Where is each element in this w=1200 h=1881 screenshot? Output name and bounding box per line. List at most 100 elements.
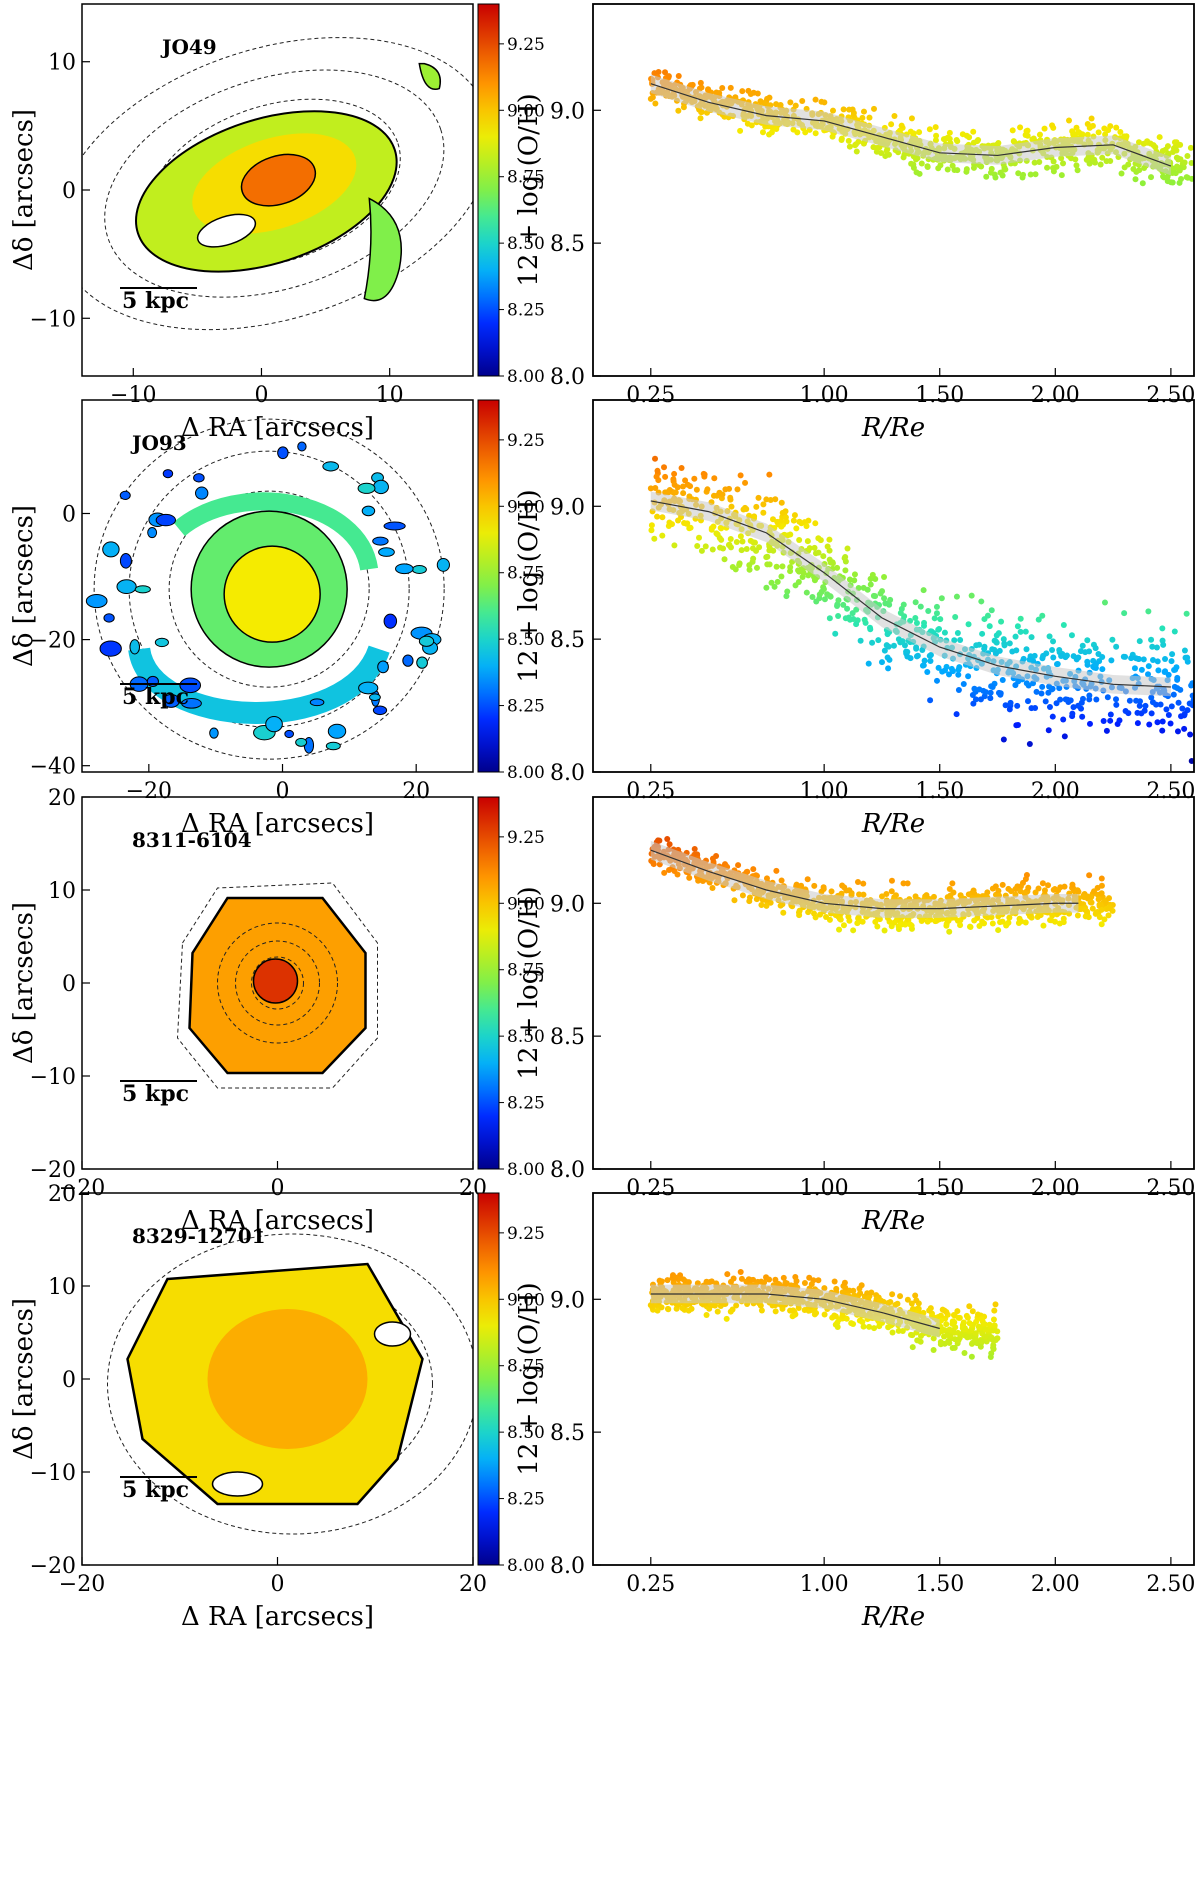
colorbar-tick-label: 9.25 [507, 35, 545, 55]
data-point [1091, 888, 1098, 895]
data-point [995, 689, 1002, 696]
data-point [1079, 713, 1086, 720]
data-point [727, 494, 734, 501]
data-point [894, 1300, 901, 1307]
x-axis-label: R/Re [861, 413, 925, 443]
data-point [675, 1301, 682, 1308]
data-point [840, 601, 847, 608]
data-point [815, 1277, 822, 1284]
profile-frame [592, 3, 1195, 377]
data-point [789, 1313, 796, 1320]
data-point [1161, 669, 1168, 676]
data-point [949, 162, 956, 169]
median-band [650, 840, 1079, 918]
data-point [1142, 702, 1149, 709]
data-point [982, 689, 989, 696]
data-point [753, 547, 760, 554]
data-point [1033, 688, 1040, 695]
data-point [883, 148, 890, 155]
colorbar-tick-label: 9.00 [507, 497, 545, 517]
data-point [766, 471, 773, 478]
data-point [1086, 160, 1093, 167]
data-point [987, 695, 994, 702]
data-point [811, 544, 818, 551]
data-point [1109, 636, 1116, 643]
data-point [1025, 884, 1032, 891]
data-point [1084, 131, 1091, 138]
scalebar-label: 5 kpc [122, 1477, 189, 1503]
data-point [850, 927, 857, 934]
data-point [685, 1279, 692, 1286]
data-point [828, 888, 835, 895]
data-point [1186, 700, 1193, 707]
data-point [764, 553, 771, 560]
data-point [866, 114, 873, 121]
data-point [666, 519, 673, 526]
data-point [755, 494, 762, 501]
data-point [904, 880, 911, 887]
x-tick-label: 2.00 [1031, 1176, 1080, 1201]
data-point [995, 927, 1002, 934]
data-point [831, 1312, 838, 1319]
scalebar-label: 5 kpc [122, 1081, 189, 1107]
data-point [1017, 883, 1024, 890]
data-point [840, 922, 847, 929]
x-axis-label: Δ RA [arcsecs] [181, 413, 374, 443]
colorbar-tick-label: 8.25 [507, 1094, 545, 1114]
data-point [945, 917, 952, 924]
data-point [686, 874, 693, 881]
data-point [664, 835, 671, 842]
data-point [836, 926, 843, 933]
x-tick-label: −10 [110, 383, 156, 408]
data-point [770, 547, 777, 554]
data-point [675, 517, 682, 524]
data-point [1060, 160, 1067, 167]
data-point [773, 101, 780, 108]
data-point [1060, 622, 1067, 629]
data-point [768, 129, 775, 136]
data-point [1107, 711, 1114, 718]
x-tick-label: 1.50 [915, 383, 964, 408]
data-point [780, 1274, 787, 1281]
data-point [1050, 164, 1057, 171]
data-point [949, 1320, 956, 1327]
data-point [1140, 656, 1147, 663]
data-point [838, 135, 845, 142]
data-point [652, 455, 659, 462]
data-point [854, 920, 861, 927]
data-point [994, 1328, 1001, 1335]
data-point [1024, 132, 1031, 139]
data-point [812, 96, 819, 103]
x-axis-label: Δ RA [arcsecs] [181, 1206, 374, 1236]
data-point [1106, 895, 1113, 902]
data-point [1135, 139, 1142, 146]
data-point [1032, 705, 1039, 712]
data-point [1039, 612, 1046, 619]
data-point [796, 537, 803, 544]
y-tick-label: 20 [48, 786, 76, 811]
data-point [853, 621, 860, 628]
data-point [844, 545, 851, 552]
data-point [941, 1307, 948, 1314]
data-point [1049, 122, 1056, 129]
data-point [1037, 912, 1044, 919]
data-point [793, 1278, 800, 1285]
data-point [1041, 887, 1048, 894]
galaxy-label: JO93 [130, 431, 187, 455]
data-point [866, 624, 873, 631]
data-point [1082, 913, 1089, 920]
data-point [1028, 634, 1035, 641]
data-point [727, 536, 734, 543]
colorbar-tick-label: 8.00 [507, 1556, 545, 1576]
data-point [651, 535, 658, 542]
data-point [1098, 890, 1105, 897]
data-point [1067, 697, 1074, 704]
data-point [694, 543, 701, 550]
y-tick-label: 0 [62, 179, 76, 204]
data-point [795, 909, 802, 916]
data-point [933, 603, 940, 610]
data-point [750, 866, 757, 873]
profile-panel-JO93: 0.25 1.00 1.50 2.00 2.50 8.0 8.5 9.0 R/Re 12 + lo… [514, 399, 1195, 839]
data-point [1032, 889, 1039, 896]
